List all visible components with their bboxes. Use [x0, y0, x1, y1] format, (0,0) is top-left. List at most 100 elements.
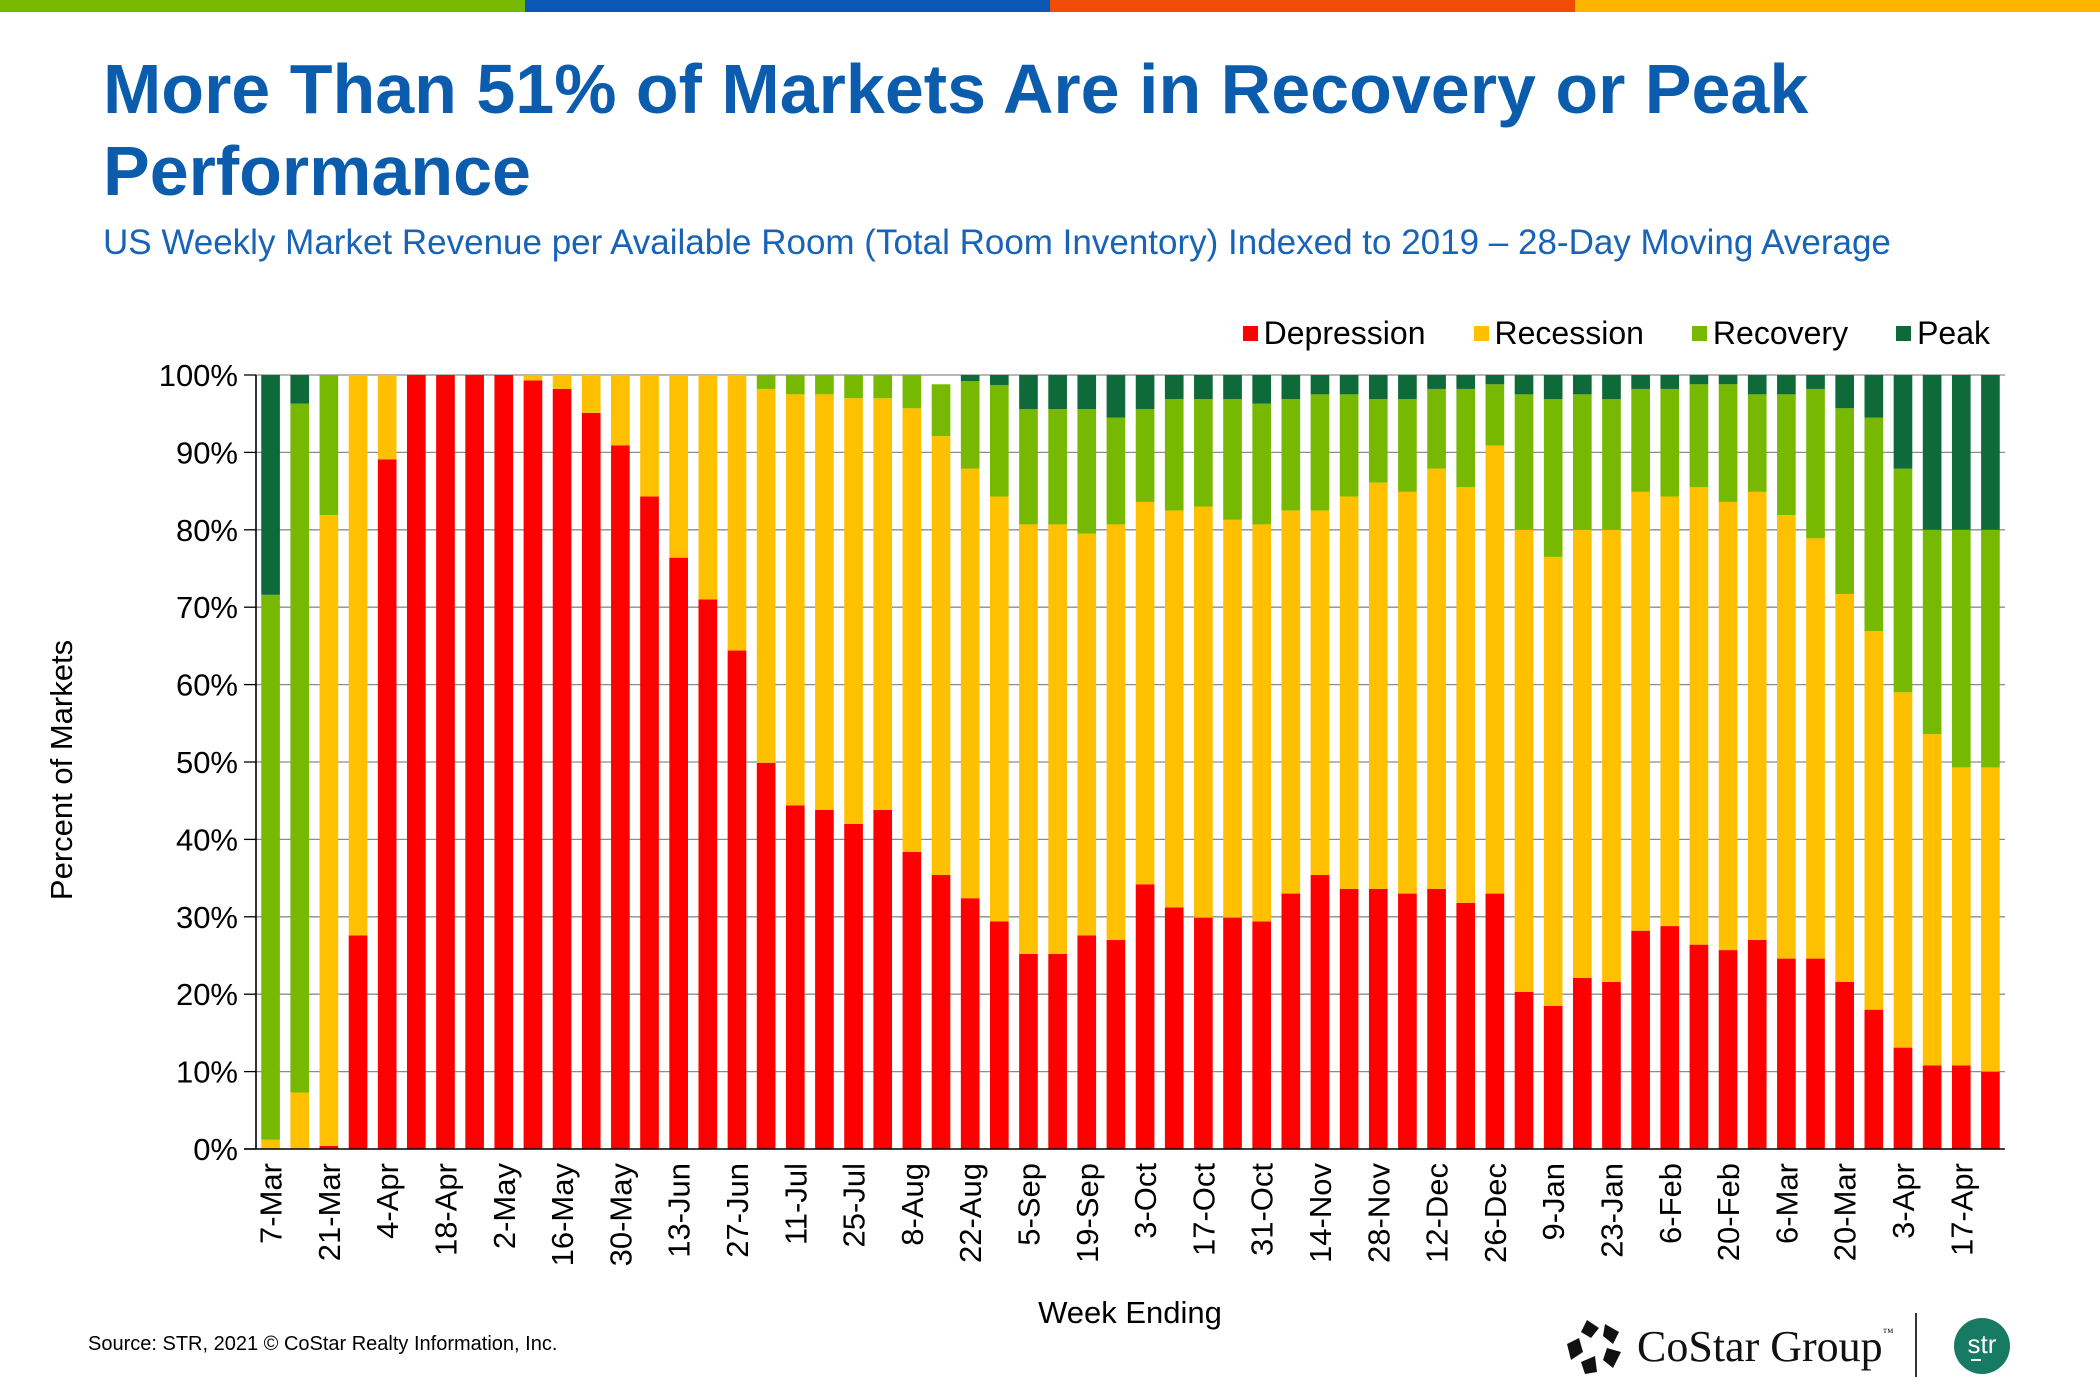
- bar-segment-peak: [1135, 375, 1155, 410]
- legend-item-recession: Recession: [1473, 315, 1644, 352]
- bar-segment-recession: [1368, 482, 1388, 889]
- bar-segment-recovery: [1835, 408, 1855, 595]
- legend-item-depression: Depression: [1242, 315, 1426, 352]
- bar-segment-recovery: [1718, 384, 1738, 502]
- bar-segment-peak: [1514, 375, 1534, 395]
- logo-divider: [1915, 1313, 1917, 1377]
- x-axis-label: Week Ending: [1038, 1295, 1222, 1330]
- x-tick-label: 6-Mar: [1769, 1163, 1804, 1244]
- bar-segment-peak: [1864, 375, 1884, 418]
- bar-segment-recession: [1689, 487, 1709, 945]
- bar-segment-recovery: [1281, 398, 1301, 511]
- bar-segment-peak: [1543, 375, 1563, 399]
- bar-segment-peak: [1339, 375, 1359, 395]
- bar-segment-recovery: [989, 385, 1009, 497]
- y-tick-label: 80%: [176, 513, 238, 548]
- bar-segment-peak: [1602, 375, 1621, 399]
- y-tick-label: 70%: [176, 590, 238, 625]
- bar-segment-depression: [669, 557, 689, 1149]
- bar-segment-recovery: [1951, 529, 1971, 768]
- bar-segment-depression: [377, 459, 397, 1150]
- bar-segment-recovery: [1981, 529, 2000, 768]
- bar-segment-depression: [1281, 893, 1301, 1149]
- bar-segment-recovery: [1572, 394, 1592, 530]
- topbar-segment-orange: [1050, 0, 1575, 12]
- bar-segment-peak: [1223, 375, 1242, 399]
- bar-segment-recession: [1951, 767, 1971, 1066]
- bar-segment-recession: [960, 468, 980, 899]
- bar-segment-peak: [1893, 375, 1913, 469]
- bar-segment-recession: [1252, 524, 1272, 922]
- bar-segment-depression: [1048, 953, 1067, 1149]
- bar-segment-recession: [1543, 556, 1563, 1006]
- bar-segment-recession: [1398, 491, 1417, 894]
- bar-segment-peak: [1631, 375, 1650, 389]
- x-tick-label: 28-Nov: [1361, 1163, 1396, 1263]
- bar-segment-recession: [1602, 529, 1621, 982]
- bar-segment-recession: [1485, 445, 1505, 894]
- bar-segment-depression: [1164, 907, 1184, 1149]
- y-axis-label: Percent of Markets: [44, 639, 79, 901]
- bar-segment-depression: [1106, 940, 1126, 1149]
- bar-segment-depression: [1718, 950, 1738, 1149]
- bar-segment-depression: [1981, 1071, 2000, 1149]
- bar-segment-depression: [552, 388, 572, 1149]
- bar-segment-recovery: [785, 375, 805, 395]
- legend-label-recovery: Recovery: [1712, 315, 1849, 351]
- x-tick-label: 19-Sep: [1070, 1163, 1105, 1263]
- bar-segment-recovery: [931, 384, 951, 437]
- bar-segment-recession: [552, 375, 572, 389]
- top-color-bar: [0, 0, 2100, 12]
- bar-segment-recovery: [1368, 398, 1388, 483]
- bar-segment-recession: [1135, 501, 1155, 885]
- bar-segment-depression: [1543, 1005, 1563, 1149]
- bar-segment-recession: [785, 394, 805, 806]
- x-tick-label: 12-Dec: [1420, 1163, 1455, 1263]
- x-tick-label: 25-Jul: [837, 1163, 872, 1247]
- bar-segment-recession: [873, 398, 893, 810]
- x-tick-label: 16-May: [545, 1163, 580, 1267]
- topbar-segment-yellow: [1575, 0, 2100, 12]
- bar-segment-peak: [1747, 375, 1767, 395]
- bar-segment-peak: [1485, 375, 1505, 385]
- bar-segment-depression: [1747, 940, 1767, 1149]
- x-tick-label: 3-Oct: [1128, 1163, 1163, 1239]
- legend-label-recession: Recession: [1494, 315, 1644, 351]
- bar-segment-recovery: [756, 375, 776, 389]
- costar-star-icon: [1567, 1320, 1621, 1374]
- bar-segment-depression: [1456, 902, 1476, 1149]
- bar-segment-recession: [348, 375, 368, 936]
- bar-segment-recovery: [1223, 398, 1242, 520]
- bar-segment-depression: [1777, 958, 1796, 1149]
- bar-segment-recovery: [1660, 388, 1680, 497]
- x-tick-label: 17-Oct: [1186, 1163, 1221, 1256]
- bar-segment-recession: [1048, 524, 1067, 954]
- bar-segment-peak: [1164, 375, 1184, 399]
- bar-segment-recovery: [1398, 398, 1417, 492]
- bar-segment-depression: [581, 412, 601, 1149]
- bar-segment-peak: [960, 375, 980, 382]
- bar-segment-recession: [1514, 529, 1534, 992]
- bar-segment-depression: [1689, 944, 1709, 1149]
- bar-segment-recession: [1223, 519, 1242, 918]
- bar-segment-depression: [1368, 888, 1388, 1149]
- bar-segment-recovery: [1777, 394, 1796, 516]
- bar-segment-depression: [1339, 888, 1359, 1149]
- bar-segment-peak: [1718, 375, 1738, 385]
- topbar-segment-blue: [525, 0, 1050, 12]
- bar-segment-recession: [727, 375, 747, 651]
- bar-segment-recovery: [261, 594, 280, 1140]
- bar-segment-recovery: [290, 403, 310, 1093]
- bar-segment-recession: [1981, 767, 2000, 1072]
- bar-segment-peak: [1019, 375, 1038, 410]
- bar-segment-peak: [1252, 375, 1272, 404]
- y-tick-label: 10%: [176, 1055, 238, 1090]
- bar-segment-recovery: [1543, 398, 1563, 557]
- x-tick-label: 30-May: [603, 1163, 638, 1267]
- bar-segment-recession: [261, 1139, 280, 1149]
- bar-segment-recession: [931, 436, 951, 876]
- bar-segment-peak: [261, 375, 280, 595]
- bar-segment-recession: [1777, 515, 1796, 959]
- bar-segment-recovery: [319, 375, 339, 516]
- trademark-symbol: ™: [1882, 1326, 1894, 1339]
